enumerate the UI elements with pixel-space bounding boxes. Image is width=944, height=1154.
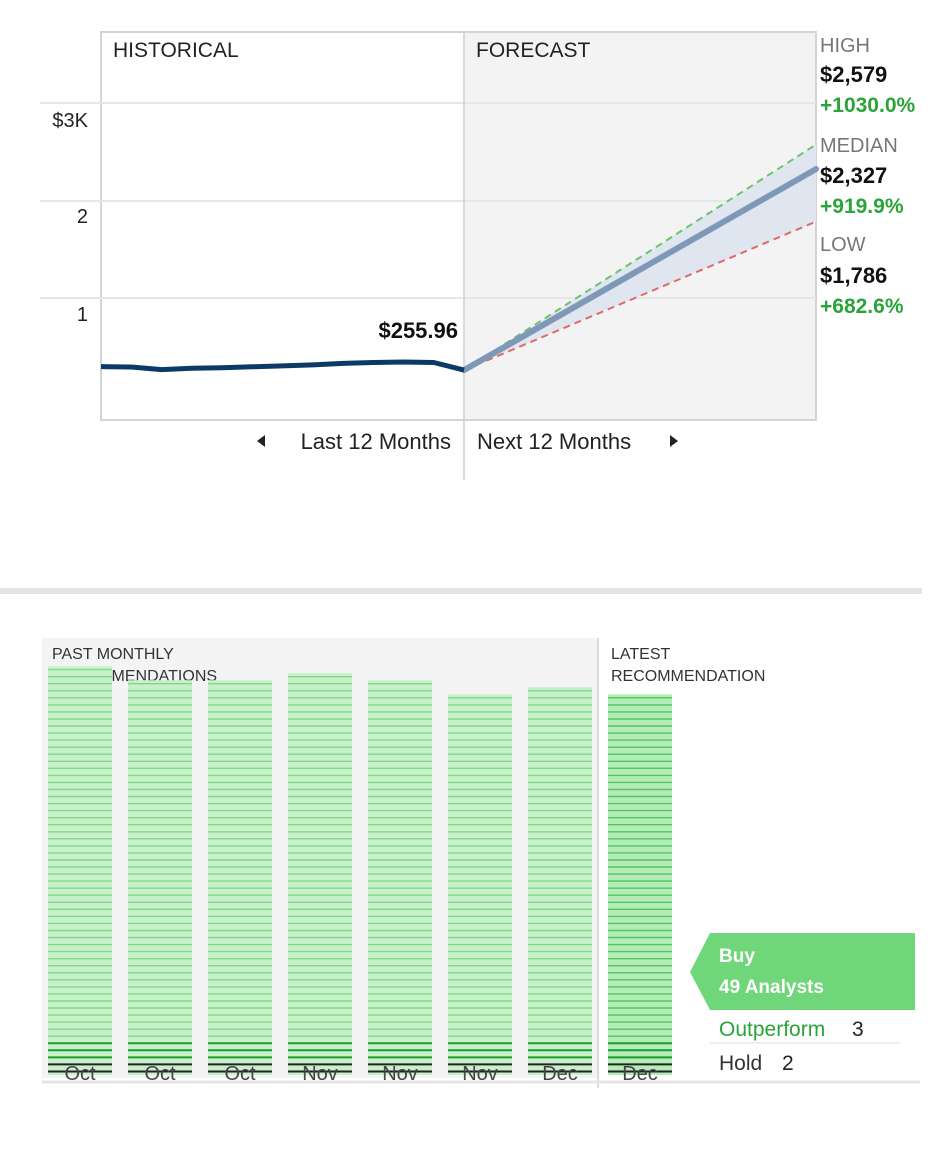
month-label: Dec — [622, 1063, 658, 1085]
buy-callout-shape — [690, 933, 915, 1010]
high-change: +1030.0% — [820, 94, 915, 117]
low-change: +682.6% — [820, 295, 904, 318]
high-forecast-line — [463, 143, 817, 371]
month-label: Nov — [302, 1063, 338, 1085]
historical-price-line — [100, 359, 465, 373]
buy-rating-callout[interactable]: Buy 49 Analysts — [690, 933, 915, 1010]
buy-label: Buy — [719, 946, 755, 967]
historical-panel — [101, 32, 464, 420]
current-price-label: $255.96 — [378, 318, 458, 343]
month-label: Nov — [382, 1063, 418, 1085]
recommendation-bar: Oct — [128, 680, 192, 1085]
next-12-months-link[interactable]: Next 12 Months — [477, 429, 678, 454]
bar-fill — [208, 680, 272, 1075]
hold-label: Hold — [719, 1052, 762, 1075]
outperform-label: Outperform — [719, 1018, 825, 1041]
last-12-months-link[interactable]: Last 12 Months — [257, 429, 451, 454]
hold-count: 2 — [782, 1052, 794, 1075]
month-label: Nov — [462, 1063, 498, 1085]
month-label: Oct — [144, 1063, 176, 1085]
y-tick-1: 1 — [77, 304, 88, 326]
recommendation-bar: Nov — [448, 694, 512, 1085]
bar-fill — [128, 680, 192, 1075]
month-label: Oct — [64, 1063, 96, 1085]
recommendation-bar: Oct — [208, 680, 272, 1085]
month-label: Oct — [224, 1063, 256, 1085]
y-tick-2: 2 — [77, 206, 88, 228]
historical-label: HISTORICAL — [113, 39, 239, 62]
low-label: LOW — [820, 234, 866, 256]
bar-fill — [48, 666, 112, 1075]
month-label: Dec — [542, 1063, 578, 1085]
median-price: $2,327 — [820, 163, 887, 188]
recommendation-bar: Nov — [368, 680, 432, 1085]
recommendation-bar: Nov — [288, 673, 352, 1085]
latest-title-line2: RECOMMENDATION — [611, 668, 765, 685]
section-divider — [0, 588, 922, 594]
forecast-chart: HISTORICAL FORECAST $3K 2 1 $255.96 HIGH… — [40, 31, 915, 480]
past-title-line1: PAST MONTHLY — [52, 646, 174, 663]
left-arrow-icon — [257, 435, 265, 447]
high-price: $2,579 — [820, 62, 887, 87]
low-price: $1,786 — [820, 263, 887, 288]
high-label: HIGH — [820, 35, 870, 57]
outperform-count: 3 — [852, 1018, 864, 1041]
low-forecast-line — [463, 220, 817, 372]
latest-title-line1: LATEST — [611, 646, 671, 663]
bar-fill — [448, 694, 512, 1075]
recommendation-bar: Oct — [48, 666, 112, 1085]
monthly-bars: Oct Oct Oct Nov Nov Nov Dec Dec — [48, 666, 672, 1085]
recommendation-bar: Dec — [608, 694, 672, 1085]
recommendations-chart: PAST MONTHLY RECOMMENDATIONS LATEST RECO… — [42, 638, 920, 1088]
forecast-label: FORECAST — [476, 39, 591, 62]
median-forecast-line — [461, 166, 819, 374]
bar-fill — [608, 694, 672, 1075]
median-label: MEDIAN — [820, 135, 898, 157]
right-arrow-icon — [670, 435, 678, 447]
analyst-count: 49 Analysts — [719, 977, 824, 998]
y-tick-3k: $3K — [52, 110, 88, 132]
recommendation-bar: Dec — [528, 687, 592, 1085]
median-change: +919.9% — [820, 195, 904, 218]
next-12-months-text: Next 12 Months — [477, 429, 631, 454]
last-12-months-text: Last 12 Months — [301, 429, 451, 454]
chart-frame — [100, 31, 817, 421]
bar-fill — [368, 680, 432, 1075]
